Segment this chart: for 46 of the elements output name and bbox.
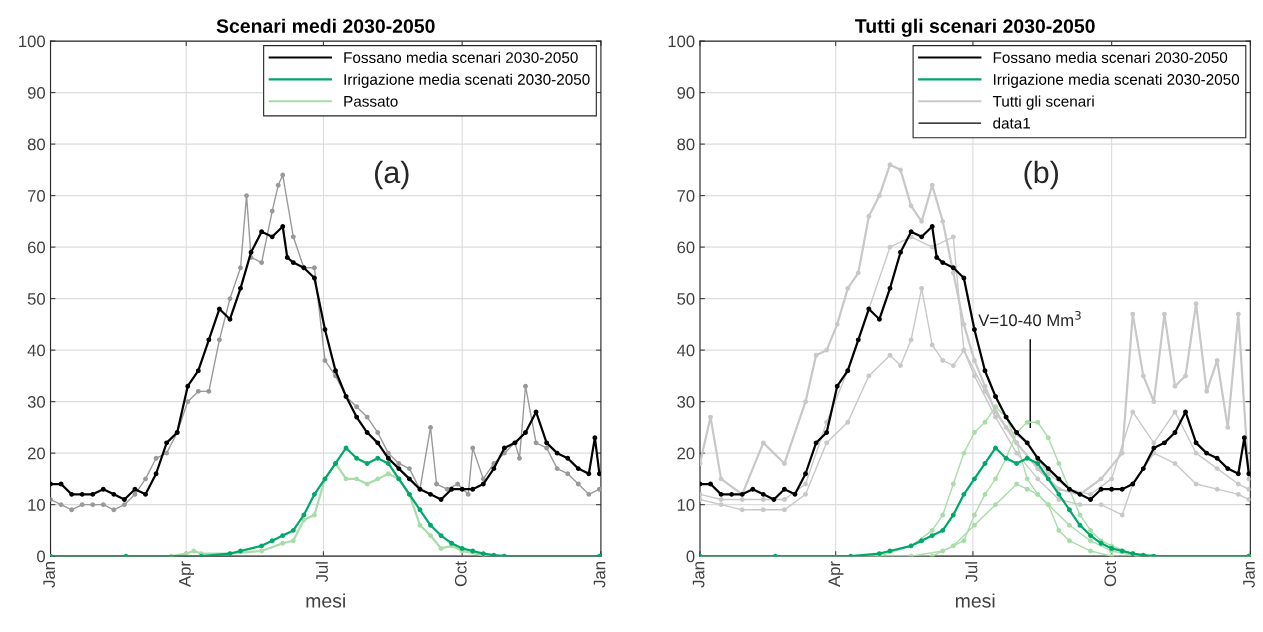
y-tick-label: 90 — [677, 86, 695, 99]
legend-label: Passato — [344, 96, 398, 107]
y-tick-label: 50 — [27, 293, 46, 305]
x-tick-label: Oct — [1104, 561, 1117, 587]
legend-label: Fossano media scenari 2030-2050 — [344, 51, 578, 63]
annotation: (b) — [1024, 160, 1058, 190]
x-tick-label: Jan — [43, 562, 55, 588]
chart-title: Tutti gli scenari 2030-2050 — [855, 18, 1095, 37]
y-tick-label: 80 — [677, 138, 695, 151]
y-tick-label: 30 — [677, 396, 695, 408]
annotation: (a) — [374, 160, 409, 190]
x-axis-title: mesi — [306, 593, 345, 608]
y-tick-label: 70 — [27, 190, 46, 202]
x-tick-label: Apr — [828, 561, 844, 587]
y-tick-label: 80 — [27, 138, 46, 151]
legend-label: Irrigazione media scenati 2030-2050 — [344, 73, 590, 88]
y-tick-label: 20 — [27, 447, 46, 460]
y-tick-label: 100 — [19, 35, 46, 48]
legend-label: data1 — [993, 117, 1031, 129]
y-tick-label: 70 — [677, 190, 695, 202]
legend-label: Fossano media scenari 2030-2050 — [993, 51, 1228, 63]
y-tick-label: 0 — [37, 550, 46, 563]
y-tick-label: 20 — [677, 447, 695, 460]
y-tick-label: 0 — [686, 550, 695, 563]
y-tick-label: 10 — [28, 499, 46, 511]
legend-label: Irrigazione media scenati 2030-2050 — [993, 73, 1240, 88]
x-tick-label: Jan — [692, 562, 705, 588]
y-tick-label: 50 — [677, 293, 695, 305]
y-tick-label: 40 — [27, 344, 46, 357]
x-axis-title: mesi — [955, 593, 995, 608]
y-tick-label: 40 — [676, 344, 695, 357]
x-tick-label: Apr — [179, 561, 194, 587]
y-tick-label: 100 — [668, 35, 695, 48]
y-tick-label: 60 — [27, 241, 46, 254]
x-tick-label: Jan — [593, 562, 606, 588]
chart-title: Scenari medi 2030-2050 — [216, 18, 435, 33]
x-tick-label: Oct — [454, 561, 467, 587]
y-tick-label: 90 — [27, 86, 46, 99]
x-tick-label: Jan — [1243, 562, 1255, 588]
y-tick-label: 60 — [677, 241, 695, 254]
legend-label: Tutti gli scenari — [992, 95, 1094, 110]
x-tick-label: Jul — [315, 562, 328, 583]
y-tick-label: 30 — [27, 396, 46, 408]
annotation: V=10-40 Mm$^{3}$ — [978, 310, 1081, 327]
x-tick-label: Jul — [965, 562, 978, 583]
y-tick-label: 10 — [677, 499, 695, 511]
